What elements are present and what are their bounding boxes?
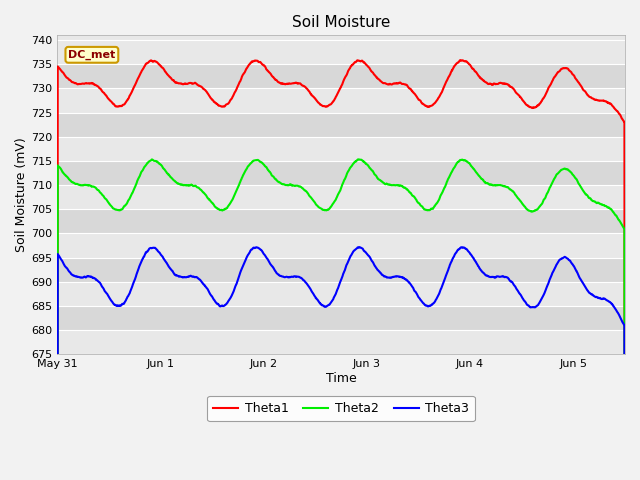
Bar: [57, 88, 625, 113]
Theta1: [82, 80, 90, 86]
Theta1: [605, 100, 612, 106]
Theta3: [500, 274, 508, 280]
Text: DC_met: DC_met: [68, 50, 115, 60]
Theta2: [82, 182, 90, 188]
Theta3: [605, 298, 612, 304]
Theta2: [330, 201, 337, 206]
Bar: [57, 137, 625, 161]
Bar: [57, 64, 625, 88]
Theta1: [456, 57, 464, 63]
Theta1: [500, 81, 508, 86]
Bar: [57, 306, 625, 330]
Bar: [57, 113, 625, 137]
Y-axis label: Soil Moisture (mV): Soil Moisture (mV): [15, 137, 28, 252]
Line: Theta2: Theta2: [57, 159, 625, 480]
Theta3: [330, 297, 337, 302]
Theta2: [605, 204, 612, 210]
Bar: [57, 161, 625, 185]
Line: Theta1: Theta1: [57, 60, 625, 480]
Theta2: [500, 183, 508, 189]
Theta3: [605, 299, 612, 304]
Bar: [57, 282, 625, 306]
Theta1: [314, 100, 322, 106]
Theta2: [355, 156, 362, 162]
Bar: [57, 258, 625, 282]
Theta3: [355, 244, 362, 250]
Bar: [57, 233, 625, 258]
Title: Soil Moisture: Soil Moisture: [292, 15, 390, 30]
Theta3: [82, 275, 90, 280]
Theta2: [314, 204, 322, 209]
Bar: [57, 185, 625, 209]
Bar: [57, 209, 625, 233]
Theta1: [605, 100, 612, 106]
Theta3: [314, 298, 322, 303]
X-axis label: Time: Time: [326, 372, 356, 385]
Bar: [57, 40, 625, 64]
Line: Theta3: Theta3: [57, 247, 625, 480]
Legend: Theta1, Theta2, Theta3: Theta1, Theta2, Theta3: [207, 396, 475, 421]
Bar: [57, 330, 625, 354]
Theta2: [605, 205, 612, 211]
Theta1: [330, 98, 337, 104]
